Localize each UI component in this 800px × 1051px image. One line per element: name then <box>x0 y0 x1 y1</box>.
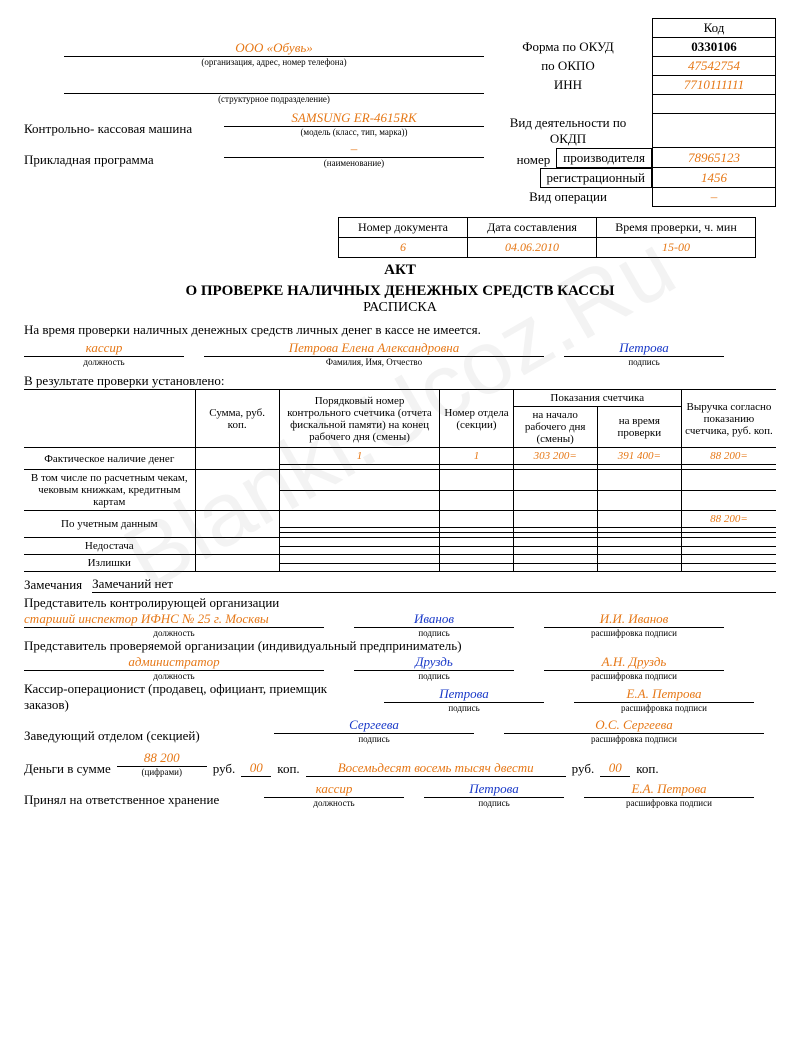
rep1-label: Представитель контролирующей организации <box>24 595 776 611</box>
cashier-pos: кассир <box>24 340 184 357</box>
rep2-label: Представитель проверяемой организации (и… <box>24 638 776 654</box>
kkm-caption: (модель (класс, тип, марка)) <box>224 127 484 137</box>
accept-dec: Е.А. Петрова <box>584 781 754 798</box>
kkm-value: SAMSUNG ER-4615RK <box>224 110 484 127</box>
rep2-pos: администратор <box>24 654 324 671</box>
title-akt: АКТ <box>24 262 776 279</box>
codes-table: Код Форма по ОКУД0330106 по ОКПО47542754… <box>484 18 776 207</box>
rep2-dec: А.Н. Друздь <box>544 654 724 671</box>
zav-sig: Сергеева <box>274 717 474 734</box>
title-sub: РАСПИСКА <box>24 300 776 316</box>
notes-label: Замечания <box>24 577 82 593</box>
app-value: – <box>224 141 484 158</box>
intro-text: На время проверки наличных денежных сред… <box>24 322 776 338</box>
zav-label: Заведующий отделом (секцией) <box>24 728 244 744</box>
sum-words: Восемьдесят восемь тысяч двести <box>306 760 566 777</box>
accept-label: Принял на ответственное хранение <box>24 792 244 808</box>
kkm-label: Контрольно- кассовая машина <box>24 121 224 137</box>
cashier-fio: Петрова Елена Александровна <box>204 340 544 357</box>
kass-dec: Е.А. Петрова <box>574 686 754 703</box>
accept-sig: Петрова <box>424 781 564 798</box>
rep1-sig: Иванов <box>354 611 514 628</box>
org-caption: (организация, адрес, номер телефона) <box>64 57 484 67</box>
app-label: Прикладная программа <box>24 152 224 168</box>
kass-sig: Петрова <box>384 686 544 703</box>
org-name: ООО «Обувь» <box>64 40 484 57</box>
doc-meta: Номер документа Дата составления Время п… <box>338 217 756 258</box>
accept-pos: кассир <box>264 781 404 798</box>
sum-num: 88 200 <box>117 750 207 767</box>
kass-label: Кассир-операционист (продавец, официант,… <box>24 681 354 713</box>
results-table: Сумма, руб. коп. Порядковый номер контро… <box>24 389 776 572</box>
app-caption: (наименование) <box>224 158 484 168</box>
notes-value: Замечаний нет <box>92 576 776 593</box>
title-main: О ПРОВЕРКЕ НАЛИЧНЫХ ДЕНЕЖНЫХ СРЕДСТВ КАС… <box>24 283 776 300</box>
results-intro: В результате проверки установлено: <box>24 373 776 389</box>
subdiv-caption: (структурное подразделение) <box>64 94 484 104</box>
rep1-pos: старший инспектор ИФНС № 25 г. Москвы <box>24 611 324 628</box>
zav-dec: О.С. Сергеева <box>504 717 764 734</box>
cashier-sign: Петрова <box>564 340 724 357</box>
rep2-sig: Друздь <box>354 654 514 671</box>
rep1-dec: И.И. Иванов <box>544 611 724 628</box>
